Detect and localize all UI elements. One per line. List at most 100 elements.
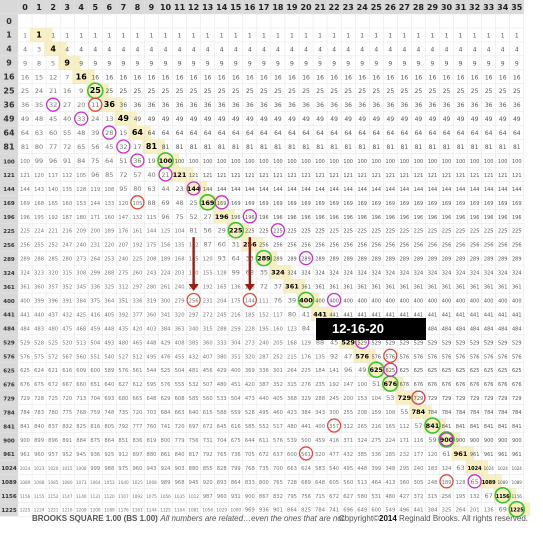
diagonal-cell <box>226 223 250 238</box>
cell-value: 900 <box>512 438 522 444</box>
cell-value: 832 <box>273 494 283 500</box>
cell-value: 121 <box>203 173 213 179</box>
cell-value: 225 <box>484 229 494 235</box>
cell-value: 640 <box>189 410 199 416</box>
cell-value: 1024 <box>20 466 31 471</box>
cell-value: 423 <box>287 410 297 416</box>
cell-value: 529 <box>498 340 508 346</box>
cell-value: 1176 <box>118 508 129 513</box>
cell-value: 672 <box>329 494 339 500</box>
cell-value: 308 <box>76 271 86 277</box>
cell-value: 225 <box>428 229 438 235</box>
cell-value: 735 <box>118 410 128 416</box>
magenta-circle-highlight <box>298 250 314 266</box>
cell-value: 9 <box>23 59 27 67</box>
cell-value: 55 <box>400 408 408 416</box>
cell-value: 435 <box>118 326 128 332</box>
cell-value: 315 <box>203 326 213 332</box>
cell-value: 171 <box>399 438 409 444</box>
cell-value: 9 <box>332 60 336 67</box>
cell-value: 816 <box>90 424 100 430</box>
cell-value: 324 <box>428 271 438 277</box>
cell-value: 28 <box>105 129 113 137</box>
copyright-prefix: Copyright <box>338 514 374 523</box>
cell-value: 784 <box>442 410 452 416</box>
cell-value: 216 <box>231 312 241 318</box>
cell-value: 676 <box>20 382 30 388</box>
cell-value: 84 <box>302 324 310 332</box>
cell-value: 400 <box>329 298 339 304</box>
cell-value: 324 <box>287 271 297 277</box>
diagonal-square-value: 961 <box>454 450 468 458</box>
cell-value: 936 <box>90 452 100 458</box>
cell-value: 795 <box>287 494 297 500</box>
cell-value: 25 <box>190 88 198 95</box>
cell-value: 169 <box>20 201 30 207</box>
cell-value: 399 <box>34 298 44 304</box>
cell-value: 289 <box>400 257 410 263</box>
cell-value: 16 <box>134 74 142 81</box>
cell-value: 361 <box>372 285 382 291</box>
cell-value: 49 <box>387 116 395 123</box>
cell-value: 600 <box>287 452 297 458</box>
cell-value: 405 <box>273 396 283 402</box>
cell-value: 504 <box>175 368 186 374</box>
cell-value: 616 <box>62 368 72 374</box>
cell-value: 225 <box>132 257 142 263</box>
cell-value: 117 <box>273 312 283 318</box>
cell-value: 20 <box>77 101 85 109</box>
diagonal-cell <box>409 404 432 419</box>
cell-value: 121 <box>315 173 325 179</box>
cell-value: 49 <box>372 116 380 123</box>
cell-value: 525 <box>48 340 58 346</box>
cell-value: 943 <box>147 466 157 472</box>
cell-value: 1092 <box>132 494 143 499</box>
cell-value: 8 <box>37 59 41 67</box>
cell-value: 648 <box>147 396 157 402</box>
cell-value: 441 <box>386 312 396 318</box>
cell-value: 256 <box>372 243 382 249</box>
cell-value: 240 <box>259 340 269 346</box>
cell-value: 403 <box>147 326 157 332</box>
date-label: 12-16-20 <box>331 321 385 336</box>
cell-value: 285 <box>48 257 58 263</box>
cell-value: 99 <box>232 269 240 277</box>
cell-value: 1 <box>65 32 69 39</box>
cell-value: 672 <box>259 452 269 458</box>
cell-value: 855 <box>203 466 213 472</box>
cell-value: 64 <box>190 130 198 137</box>
cell-value: 649 <box>357 508 367 514</box>
cell-value: 483 <box>34 326 44 332</box>
cell-value: 64 <box>499 130 507 137</box>
cell-value: 4 <box>318 46 322 53</box>
cell-value: 25 <box>499 88 507 95</box>
cell-value: 1 <box>473 32 477 39</box>
cell-value: 81 <box>471 144 479 151</box>
cell-value: 9 <box>178 60 182 67</box>
cell-value: 144 <box>287 187 297 193</box>
cell-value: 65 <box>77 143 85 151</box>
cell-value: 440 <box>259 396 269 402</box>
magenta-circle-highlight <box>467 474 482 489</box>
cell-value: 248 <box>428 480 438 486</box>
cell-value: 208 <box>357 410 367 416</box>
cell-value: 144 <box>400 187 410 193</box>
cell-value: 336 <box>259 368 269 374</box>
cell-value: 135 <box>315 354 325 360</box>
cell-value: 9 <box>388 60 392 67</box>
cell-value: 529 <box>400 340 410 346</box>
cell-value: 27 <box>204 213 212 221</box>
column-header-label: 29 <box>427 3 439 12</box>
cell-value: 319 <box>147 298 157 304</box>
magenta-circle-highlight <box>74 111 89 126</box>
cell-value: 1152 <box>48 494 59 499</box>
cell-value: 144 <box>147 229 158 235</box>
cell-value: 4 <box>107 46 111 53</box>
cell-value: 289 <box>456 257 466 263</box>
cell-value: 841 <box>442 424 452 430</box>
cell-value: 957 <box>48 452 58 458</box>
diagonal-square-value: 324 <box>271 269 285 277</box>
row-header-label: 0 <box>6 17 12 26</box>
cell-value: 77 <box>49 143 57 151</box>
cell-value: 16 <box>21 73 29 81</box>
